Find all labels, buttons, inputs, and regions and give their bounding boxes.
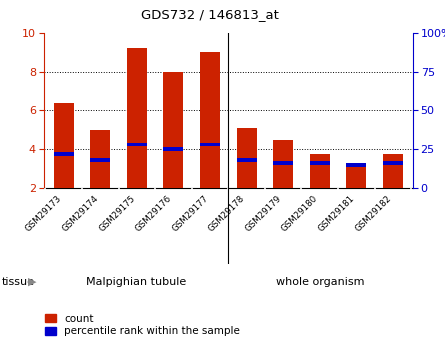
Bar: [127, 48, 147, 188]
Bar: [54, 152, 74, 156]
Bar: [310, 154, 330, 188]
Text: GSM29180: GSM29180: [280, 194, 320, 234]
Text: whole organism: whole organism: [276, 277, 365, 287]
Text: Malpighian tubule: Malpighian tubule: [86, 277, 186, 287]
Bar: [346, 163, 366, 167]
Bar: [383, 161, 403, 165]
Bar: [236, 128, 257, 188]
Text: GDS732 / 146813_at: GDS732 / 146813_at: [141, 8, 279, 21]
Bar: [163, 71, 183, 188]
Text: GSM29173: GSM29173: [24, 194, 64, 234]
Bar: [90, 158, 110, 162]
Text: GSM29177: GSM29177: [170, 194, 210, 234]
Text: GSM29176: GSM29176: [134, 194, 174, 234]
Bar: [346, 164, 366, 188]
Bar: [236, 158, 257, 162]
Text: GSM29181: GSM29181: [316, 194, 356, 234]
Text: GSM29178: GSM29178: [207, 194, 247, 234]
Bar: [310, 161, 330, 165]
Bar: [90, 130, 110, 188]
Text: ▶: ▶: [28, 277, 37, 287]
Bar: [273, 161, 293, 165]
Text: GSM29182: GSM29182: [353, 194, 393, 234]
Bar: [383, 154, 403, 188]
Legend: count, percentile rank within the sample: count, percentile rank within the sample: [45, 314, 240, 336]
Bar: [273, 139, 293, 188]
Bar: [200, 142, 220, 147]
Bar: [127, 142, 147, 147]
Text: GSM29179: GSM29179: [243, 194, 283, 234]
Bar: [54, 103, 74, 188]
Text: GSM29174: GSM29174: [61, 194, 100, 234]
Bar: [200, 52, 220, 188]
Text: tissue: tissue: [1, 277, 34, 287]
Text: GSM29175: GSM29175: [97, 194, 137, 234]
Bar: [163, 147, 183, 151]
